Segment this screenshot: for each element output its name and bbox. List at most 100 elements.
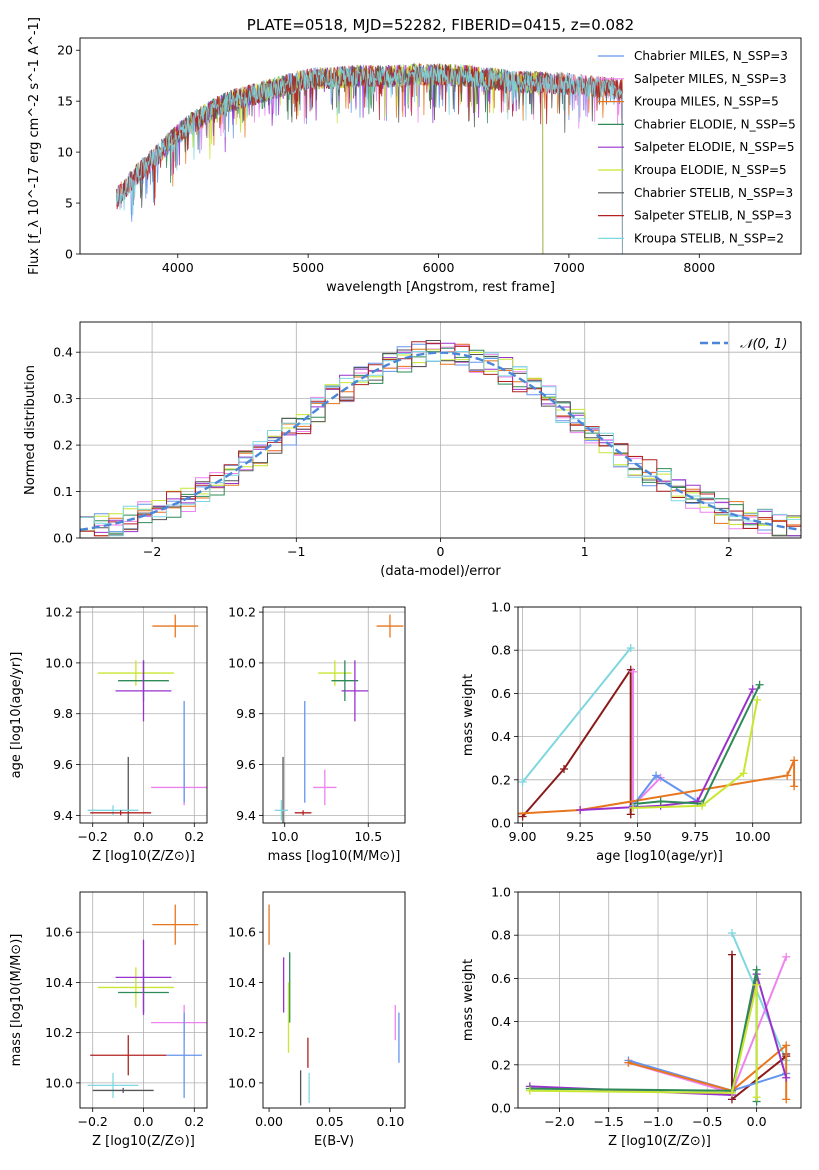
legend-label: Chabrier ELODIE, N_SSP=5 [634, 117, 796, 131]
x-tick-label: 1 [581, 544, 589, 559]
y-tick-label: 0.8 [491, 928, 511, 943]
axes-frame [517, 606, 802, 824]
weight-marker [782, 952, 791, 961]
y-tick-label: 10.2 [45, 605, 73, 620]
histogram-step [80, 351, 801, 537]
axes-frame [262, 606, 406, 824]
y-axis-label: Normed distribution [23, 365, 38, 495]
y-tick-label: 10.2 [228, 605, 256, 620]
weight-marker [652, 771, 661, 780]
error-bar-point [318, 660, 352, 686]
x-tick-label: 10.5 [354, 829, 382, 844]
x-tick-label: −1.0 [643, 1114, 673, 1129]
error-bar-point [90, 1035, 167, 1076]
weight-series-line [521, 668, 632, 818]
axes-weight-age: 9.00 9.25 9.50 9.75 10.00 0.0 0.2 0.4 0.6 0.8 1.0 a… [461, 600, 802, 864]
x-tick-label: 9.50 [624, 829, 652, 844]
y-tick-label: 0.0 [53, 531, 73, 546]
weight-marker [626, 810, 635, 819]
weight-marker [753, 695, 762, 704]
weight-series-line [731, 932, 788, 1061]
weight-marker [790, 782, 799, 791]
x-tick-label: 4000 [162, 260, 194, 275]
weight-marker [525, 1086, 534, 1095]
legend-label: Kroupa MILES, N_SSP=5 [634, 95, 779, 109]
y-axis-label: Flux [f_λ 10^-17 erg cm^-2 s^-1 A^-1] [27, 17, 42, 275]
weight-series-line [637, 684, 761, 805]
y-tick-label: 20 [57, 43, 73, 58]
x-tick-label: 0.2 [184, 829, 204, 844]
y-tick-label: 5 [65, 196, 73, 211]
weight-marker [629, 667, 638, 676]
histogram-step [80, 341, 801, 537]
y-tick-label: 10.4 [45, 975, 73, 990]
x-tick-label: 0.00 [255, 1114, 283, 1129]
y-tick-label: 0.4 [491, 729, 511, 744]
x-axis-label: Z [log10(Z/Z⊙)] [92, 849, 195, 864]
x-tick-label: 9.25 [566, 829, 594, 844]
error-bar-point [152, 904, 199, 945]
weight-marker [752, 965, 761, 974]
y-tick-label: 0 [65, 247, 73, 262]
axes-mass-ebv: 0.00 0.05 0.10 10.0 10.2 10.4 10.6 E(B-V) [228, 891, 406, 1149]
error-bar-point [97, 660, 174, 686]
x-tick-label: 2 [725, 544, 733, 559]
error-bar-point [331, 660, 359, 702]
plot-area [87, 614, 207, 823]
y-tick-label: 1.0 [491, 885, 511, 900]
weight-marker [782, 1073, 791, 1082]
error-bar-point [341, 660, 369, 722]
y-tick-label: 9.4 [53, 808, 73, 823]
weight-marker [656, 797, 665, 806]
y-tick-label: 0.4 [491, 1014, 511, 1029]
axes-weight-z: −2.0 −1.5 −1.0 −0.5 0.0 0.0 0.2 0.4 0.6 0.8 1.0 Z [… [461, 885, 802, 1149]
y-tick-label: 9.8 [236, 706, 256, 721]
x-axis-label: (data-model)/error [380, 564, 501, 579]
error-bar-point [87, 805, 139, 816]
axes-frame [79, 37, 802, 255]
error-bar-point [87, 1072, 139, 1098]
axes-frame [262, 891, 406, 1109]
x-tick-label: 10.00 [735, 829, 771, 844]
y-axis-label: mass weight [461, 959, 476, 1041]
y-tick-label: 10 [57, 145, 73, 160]
weight-marker [727, 950, 736, 959]
legend-label: Kroupa STELIB, N_SSP=2 [634, 231, 784, 245]
legend: Chabrier MILES, N_SSP=3 Salpeter MILES, N… [598, 49, 796, 245]
y-tick-label: 10.0 [45, 655, 73, 670]
weight-series-line [521, 647, 632, 783]
weight-marker [752, 980, 761, 989]
weight-series-line [632, 699, 759, 809]
weight-marker [698, 801, 707, 810]
weight-series-line [529, 983, 758, 1098]
x-tick-label: −0.2 [78, 1114, 108, 1129]
y-axis-label: age [log10(age/yr)] [9, 652, 24, 779]
x-tick-label: 5000 [292, 260, 324, 275]
y-axis-label: mass weight [461, 674, 476, 756]
weight-marker [739, 769, 748, 778]
error-bar-point [313, 769, 337, 806]
axes-frame [79, 321, 802, 539]
weight-marker [727, 1088, 736, 1097]
plot-area [525, 929, 791, 1106]
y-tick-label: 10.0 [45, 1075, 73, 1090]
x-tick-label: 9.00 [509, 829, 537, 844]
x-tick-label: −1 [287, 544, 305, 559]
error-bar-point [90, 810, 152, 816]
weight-marker [782, 1095, 791, 1104]
axes-mass-z: −0.2 0.0 0.2 10.0 10.2 10.4 10.6 Z [log10(Z/Z⊙)… [9, 891, 208, 1149]
axes-age-mass: 10.0 10.5 9.4 9.6 9.8 10.0 10.2 mass [log10(M/M… [228, 605, 406, 864]
axes-spectrum: 4000 5000 6000 7000 8000 0 5 10 15 20 wavelength [… [27, 16, 802, 295]
x-tick-label: 0 [437, 544, 445, 559]
x-tick-label: 8000 [683, 260, 715, 275]
error-bar-point [376, 614, 404, 638]
weight-marker [518, 777, 527, 786]
plot-area [518, 644, 799, 821]
weight-marker [755, 680, 764, 689]
y-tick-label: 1.0 [491, 600, 511, 615]
x-tick-label: −1.5 [594, 1114, 624, 1129]
y-tick-label: 10.0 [228, 1075, 256, 1090]
error-bar-point [152, 614, 199, 638]
weight-series-line [628, 1044, 788, 1100]
x-tick-label: 10.0 [271, 829, 299, 844]
